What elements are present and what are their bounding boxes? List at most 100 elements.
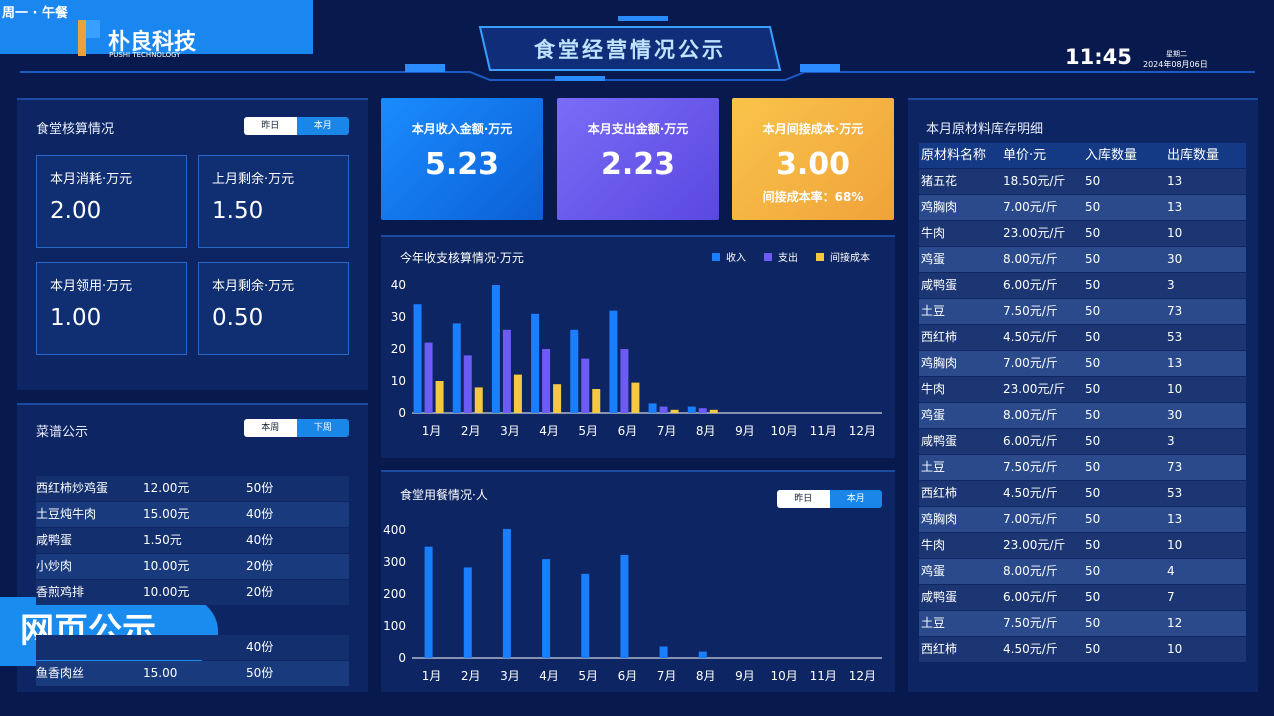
table-cell: 3 (1167, 278, 1175, 292)
table-cell: 鸡蛋 (921, 408, 946, 422)
table-cell: 咸鸭蛋 (921, 590, 958, 604)
bar (513, 374, 522, 413)
table-row: 牛肉 23.00元/斤 50 10 (919, 221, 1246, 246)
x-tick-label: 8月 (696, 424, 716, 438)
table-cell: 土豆 (921, 460, 946, 474)
table-cell: 4 (1167, 564, 1175, 578)
table-row: 咸鸭蛋 6.00元/斤 50 3 (919, 273, 1246, 298)
bar (531, 313, 540, 413)
legend-swatch (764, 253, 772, 261)
table-cell: 6.00元/斤 (1003, 590, 1058, 604)
table-row: 鸡胸肉 7.00元/斤 50 13 (919, 507, 1246, 532)
kpi-card: 本月间接成本·万元 3.00 间接成本率：68% (732, 98, 894, 220)
table-cell: 23.00元/斤 (1003, 538, 1066, 552)
column-header: 原材料名称 (921, 148, 987, 163)
table-cell: 6.00元/斤 (1003, 278, 1058, 292)
x-tick-label: 11月 (810, 669, 837, 683)
table-cell: 50 (1085, 642, 1101, 656)
table-row: 鸡蛋 8.00元/斤 50 30 (919, 403, 1246, 428)
stat-label: 本月消耗·万元 (50, 172, 133, 187)
table-cell: 鸡胸肉 (921, 200, 958, 214)
bar (542, 349, 551, 413)
table-cell: 土豆 (921, 616, 946, 630)
table-cell: 73 (1167, 460, 1183, 474)
table-cell: 7.00元/斤 (1003, 356, 1058, 370)
menu-row: 土豆炖牛肉 15.00元 40份 (36, 502, 349, 527)
column-header: 入库数量 (1085, 148, 1138, 163)
stat-card: 本月领用·万元 1.00 (36, 262, 187, 355)
tab[interactable]: 昨日 (777, 490, 830, 508)
legend-swatch (816, 253, 824, 261)
stat-card: 上月剩余·万元 1.50 (198, 155, 349, 248)
bar (670, 409, 679, 413)
table-cell: 咸鸭蛋 (921, 278, 958, 292)
bar (659, 646, 668, 658)
menu-cell: 1.50元 (143, 533, 182, 547)
table-row: 鸡蛋 8.00元/斤 50 30 (919, 247, 1246, 272)
bar (491, 285, 500, 413)
column-header: 出库数量 (1167, 148, 1220, 163)
kpi-card: 本月收入金额·万元 5.23 (381, 98, 543, 220)
menu-cell: 40份 (246, 533, 274, 547)
y-tick-label: 0 (398, 406, 406, 420)
table-cell: 咸鸭蛋 (921, 434, 958, 448)
bar (452, 323, 461, 413)
bar (620, 554, 629, 658)
table-cell: 西红柿 (921, 642, 958, 656)
x-tick-label: 6月 (618, 669, 638, 683)
table-cell: 4.50元/斤 (1003, 486, 1058, 500)
menu-cell: 15.00 (143, 666, 178, 680)
table-cell: 鸡蛋 (921, 564, 946, 578)
x-tick-label: 9月 (735, 669, 755, 683)
table-cell: 6.00元/斤 (1003, 434, 1058, 448)
menu-cell: 50份 (246, 666, 274, 680)
chart-title: 食堂用餐情况·人 (400, 487, 488, 502)
table-cell: 10 (1167, 538, 1183, 552)
stat-card: 本月剩余·万元 0.50 (198, 262, 349, 355)
table-cell: 4.50元/斤 (1003, 642, 1058, 656)
legend-label: 支出 (778, 251, 798, 264)
table-cell: 50 (1085, 174, 1101, 188)
bar (609, 310, 618, 413)
table-cell: 7.50元/斤 (1003, 304, 1058, 318)
table-cell: 50 (1085, 564, 1101, 578)
tabs: 昨日 本月 (244, 117, 349, 135)
bar (581, 358, 590, 413)
legend-swatch (712, 253, 720, 261)
table-cell: 鸡胸肉 (921, 512, 958, 526)
x-tick-label: 10月 (770, 424, 797, 438)
header-decor (20, 16, 1255, 81)
weekday: 星期二 (1166, 50, 1187, 58)
y-tick-label: 40 (391, 278, 406, 292)
menu-row: 西红柿炒鸡蛋 12.00元 50份 (36, 476, 349, 501)
tab[interactable]: 下周 (296, 419, 349, 437)
tab[interactable]: 本周 (244, 419, 297, 437)
table-header: 原材料名称 单价·元 入库数量 出库数量 (919, 143, 1246, 168)
table-row: 土豆 7.50元/斤 50 73 (919, 299, 1246, 324)
table-row: 鸡胸肉 7.00元/斤 50 13 (919, 351, 1246, 376)
table-cell: 50 (1085, 304, 1101, 318)
bar (659, 406, 668, 413)
date: 2024年08月06日 (1143, 60, 1208, 69)
tab[interactable]: 本月 (296, 117, 349, 135)
tab[interactable]: 昨日 (244, 117, 297, 135)
menu-heading (0, 27, 313, 54)
bar (413, 304, 422, 413)
table-cell: 53 (1167, 486, 1183, 500)
tab[interactable]: 本月 (829, 490, 882, 508)
table-cell: 4.50元/斤 (1003, 330, 1058, 344)
menu-row: 鱼香肉丝 15.00 50份 (36, 661, 349, 686)
table-cell: 13 (1167, 512, 1183, 526)
menu-heading: 周一 · 午餐 (0, 0, 313, 27)
table-cell: 8.00元/斤 (1003, 408, 1058, 422)
x-tick-label: 1月 (422, 669, 442, 683)
bar (463, 567, 472, 658)
stat-value: 2.00 (50, 198, 102, 224)
stat-value: 0.50 (212, 305, 264, 331)
table-cell: 50 (1085, 252, 1101, 266)
bar (698, 408, 707, 413)
chart-title: 今年收支核算情况·万元 (400, 250, 524, 265)
page-title: 食堂经营情况公示 (534, 38, 726, 62)
table-cell: 18.50元/斤 (1003, 174, 1066, 188)
table-cell: 13 (1167, 174, 1183, 188)
